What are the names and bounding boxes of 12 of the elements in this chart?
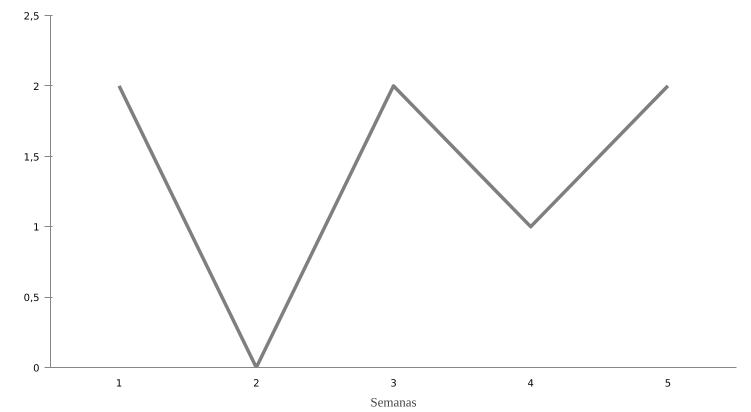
x-tick-label: 5: [664, 378, 672, 390]
y-tick-label: 2: [33, 82, 40, 93]
y-tick-label: 2,5: [24, 12, 40, 22]
y-tick-label: 0: [33, 364, 40, 374]
y-tick-label: 1: [33, 222, 40, 234]
y-tick-label: 0,5: [24, 293, 40, 304]
x-tick-label: 1: [116, 378, 122, 390]
x-axis-title: Semanas: [370, 394, 417, 410]
x-tick-label: 2: [253, 378, 260, 390]
x-tick-label: 3: [390, 378, 397, 390]
y-tick-label: 1,5: [24, 152, 40, 164]
x-tick-label: 4: [528, 378, 534, 390]
